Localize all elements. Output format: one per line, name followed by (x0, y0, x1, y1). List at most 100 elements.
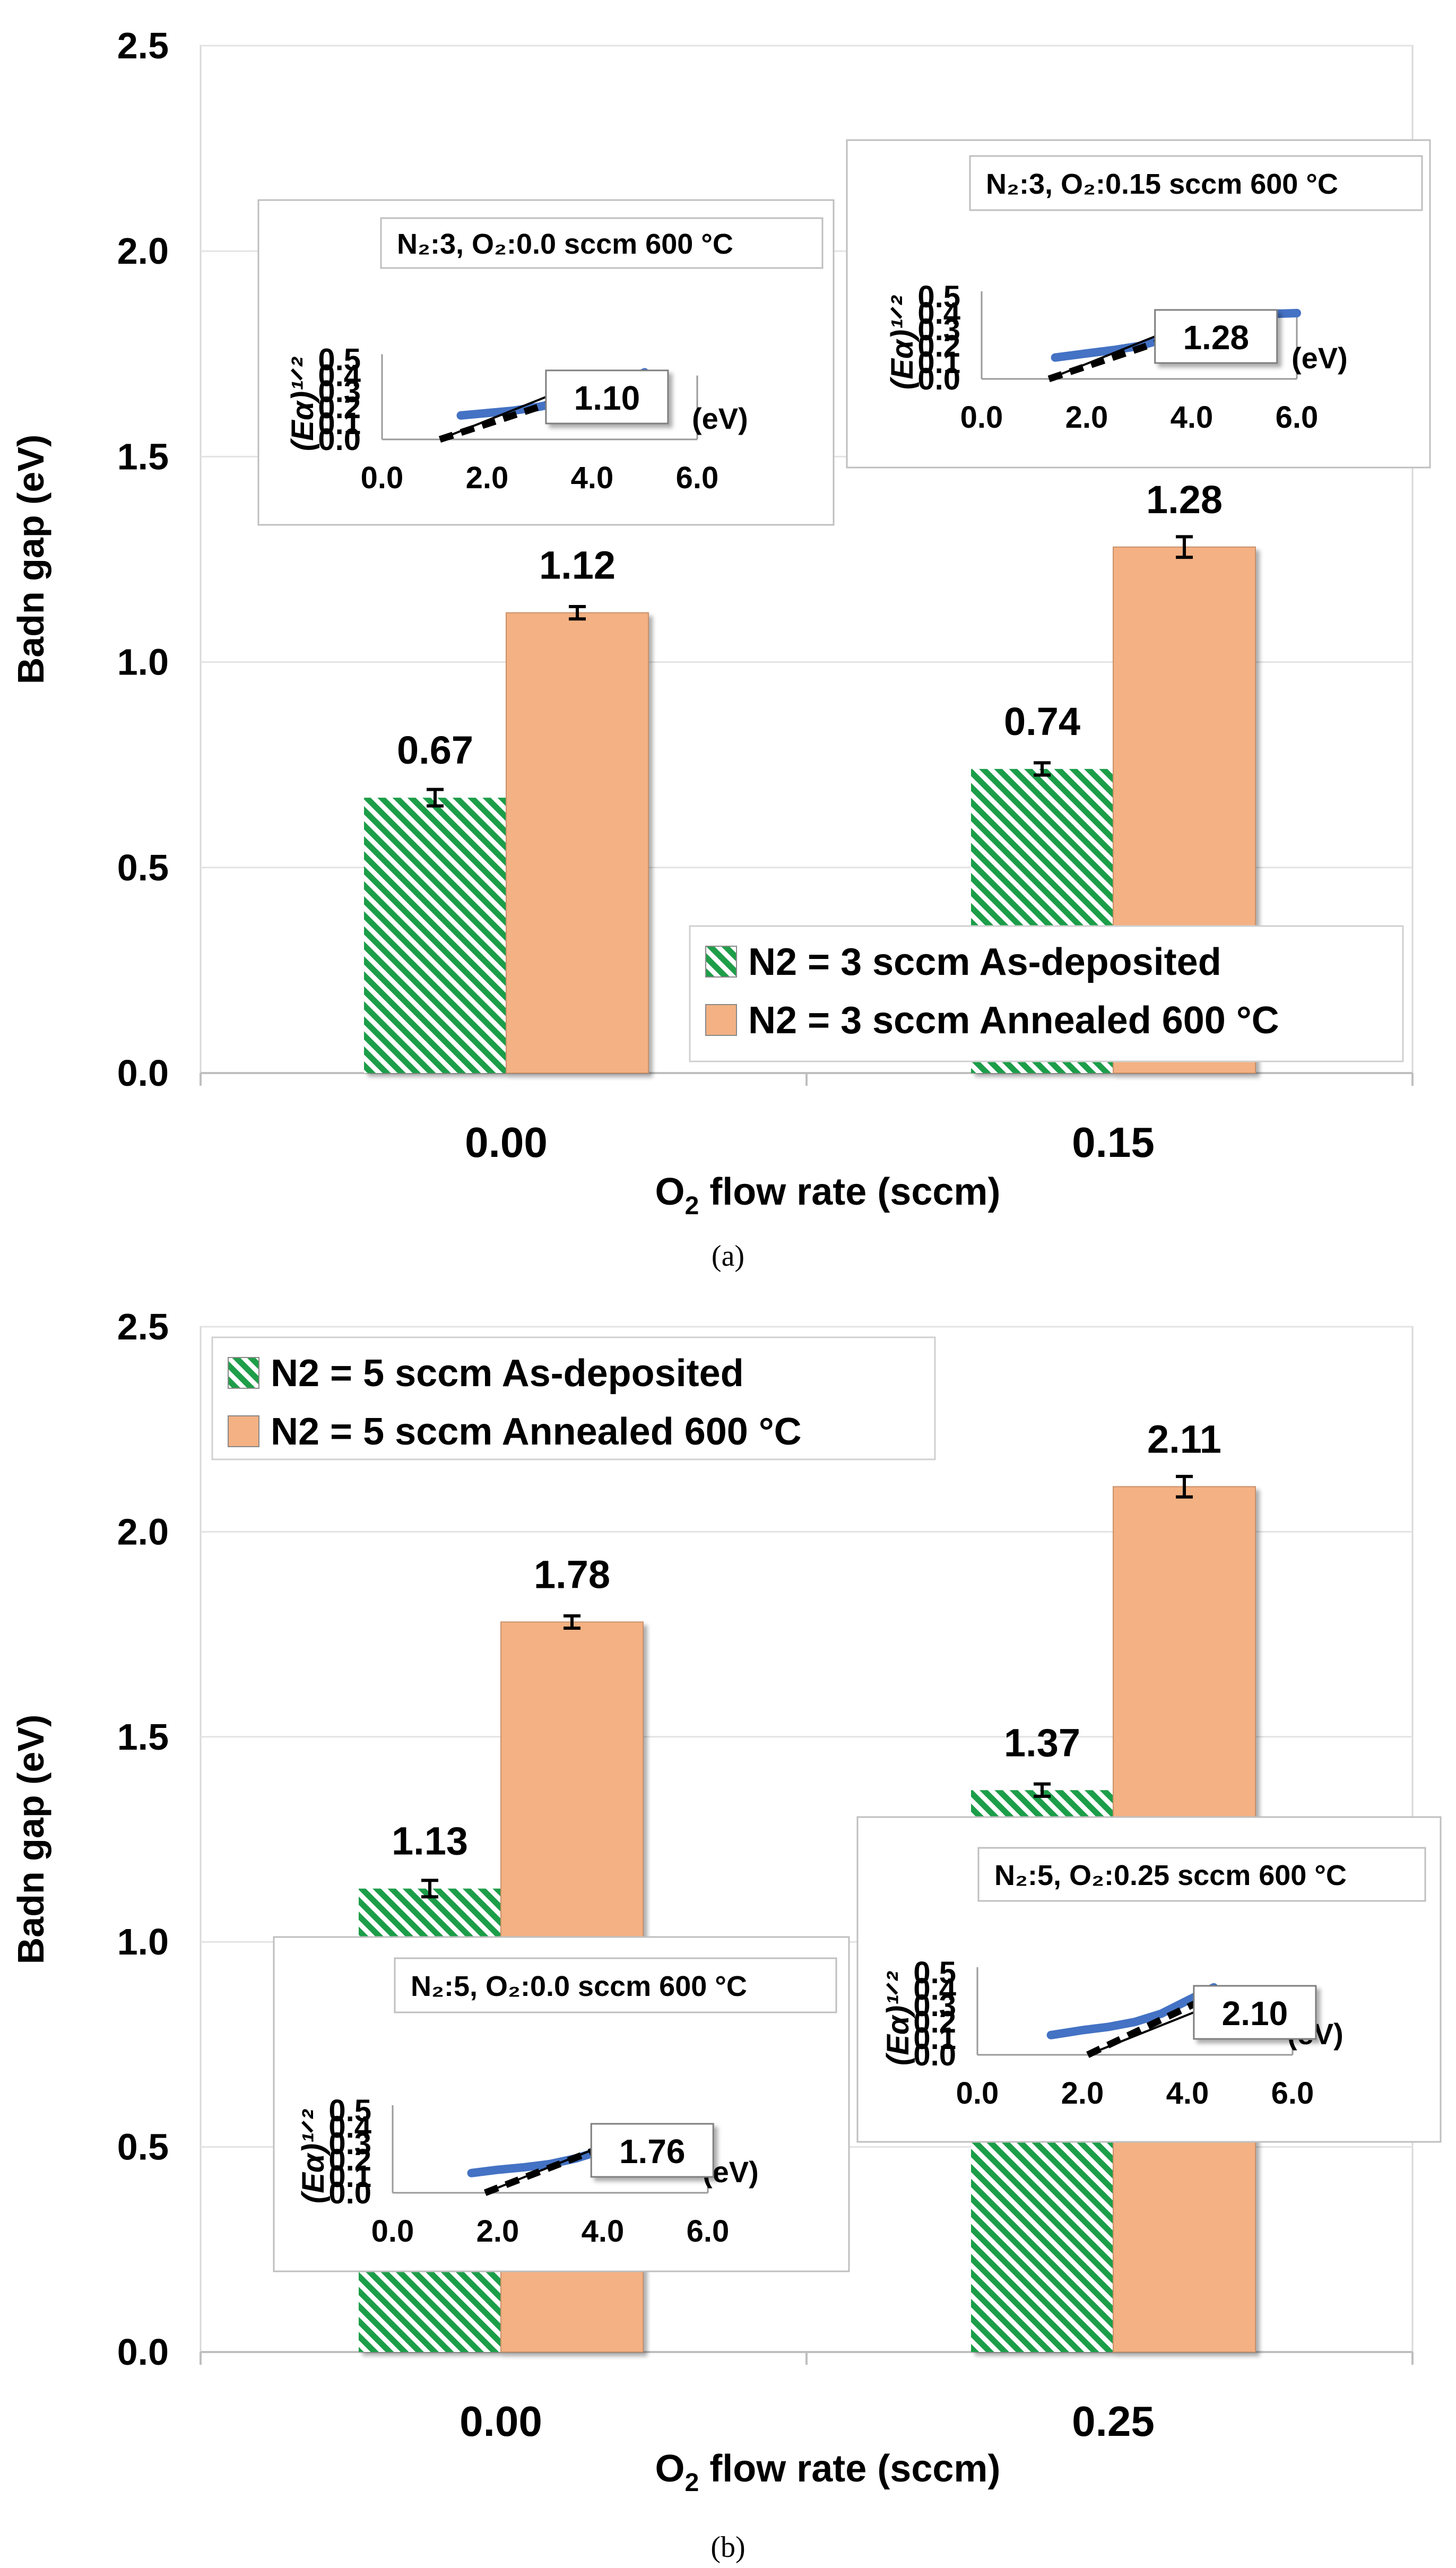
inset-x-tick-label: 4.0 (582, 2214, 625, 2249)
y-tick-label: 0.0 (117, 2331, 169, 2373)
intercept-value: 2.10 (1222, 1994, 1288, 2033)
x-axis-title-rest: flow rate (sccm) (699, 1171, 1000, 1213)
inset-title-box (969, 155, 1423, 211)
inset-y-axis-title: (Eα)¹ᐟ² (885, 295, 920, 390)
intercept-box (590, 2123, 714, 2178)
legend-swatch (705, 946, 737, 978)
legend-box (689, 925, 1404, 1062)
inset-y-axis-title: (Eα)¹ᐟ² (881, 1971, 915, 2065)
inset-x-tick-label: 0.0 (960, 400, 1003, 435)
inset-y-tick-label: 0.1 (318, 407, 361, 441)
data-label: 0.74 (1004, 699, 1080, 743)
inset-y-tick-label: 0.0 (917, 362, 960, 396)
inset-title-box (977, 1847, 1426, 1902)
data-label: 1.28 (1146, 478, 1223, 522)
inset-title: N₂:3, O₂:0.15 sccm 600 °C (986, 168, 1338, 200)
legend-swatch (228, 1415, 259, 1447)
inset-x-tick-label: 0.0 (361, 461, 404, 495)
inset-y-tick-label: 0.2 (917, 329, 960, 364)
legend-box (211, 1336, 936, 1460)
data-label: 1.37 (1004, 1720, 1080, 1765)
y-axis-title: Badn gap (eV) (10, 435, 51, 685)
x-axis-title-main: O (655, 1171, 685, 1213)
legend-swatch (228, 1357, 259, 1389)
inset-y-tick-label: 0.5 (917, 280, 960, 314)
inset-tangent-line (1086, 1999, 1200, 2058)
inset-y-tick-label: 0.3 (318, 375, 361, 409)
legend: N2 = 5 sccm As-deposited N2 = 5 sccm Anne… (211, 1336, 936, 1460)
inset-x-tick-label: 6.0 (1271, 2076, 1314, 2111)
inset-x-tick-label: 4.0 (571, 461, 614, 495)
data-label: 1.78 (534, 1552, 610, 1596)
data-label: 1.13 (392, 1819, 468, 1863)
inset-y-tick-label: 0.5 (913, 1956, 956, 1990)
intercept-value: 1.28 (1183, 318, 1249, 357)
inset-y-axis-title: (Eα)¹ᐟ² (296, 2109, 331, 2203)
intercept-box (1193, 1985, 1317, 2040)
y-axis-title: Badn gap (eV) (10, 1715, 51, 1965)
y-tick-label: 2.5 (117, 25, 169, 66)
intercept-leader (1098, 2011, 1194, 2052)
inset-chart: 0.00.10.20.30.40.5 0.0 2.0 4.0 6.0 (eV) (Eα)¹ᐟ… (846, 139, 1431, 469)
y-tick-label: 2.0 (117, 230, 169, 272)
y-tick-label: 1.5 (117, 436, 169, 477)
y-tick-label: 2.0 (117, 1511, 169, 1552)
legend-entry: N2 = 5 sccm As-deposited (271, 1352, 744, 1395)
x-tick-label: 0.15 (1072, 1119, 1155, 1166)
y-tick-label: 1.0 (117, 1921, 169, 1962)
chart-panel-a: 0.00.51.01.52.02.50.671.120.000.741.280.… (10, 25, 1431, 1220)
x-axis-title-sub: 2 (685, 2469, 699, 2497)
inset-x-tick-label: 2.0 (466, 461, 509, 495)
y-tick-label: 0.5 (117, 2126, 169, 2168)
inset-y-tick-label: 0.1 (917, 345, 960, 380)
y-tick-label: 1.5 (117, 1716, 169, 1758)
legend-swatch (705, 1004, 737, 1036)
inset-x-tick-label: 6.0 (676, 461, 719, 495)
inset-y-tick-label: 0.5 (328, 2094, 371, 2128)
inset-y-tick-label: 0.0 (318, 422, 361, 457)
y-tick-label: 0.5 (117, 847, 169, 888)
inset-y-tick-label: 0.1 (913, 2021, 956, 2056)
inset-title: N₂:3, O₂:0.0 sccm 600 °C (397, 228, 733, 260)
inset-chart: 0.00.10.20.30.40.50.02.04.06.0(eV)(Eα)¹ᐟ… (856, 1816, 1442, 2143)
x-tick-label: 0.25 (1072, 2398, 1155, 2445)
inset-x-tick-label: 6.0 (1276, 400, 1319, 435)
x-axis-title-main: O (655, 2448, 685, 2490)
bar-annealed (506, 612, 649, 1074)
x-tick-label: 0.00 (465, 1119, 548, 1166)
inset-x-tick-label: 0.0 (956, 2076, 999, 2111)
bar-as-deposited (364, 798, 506, 1073)
inset-title-box (394, 1957, 837, 2013)
inset-y-axis-title: (Eα)¹ᐟ² (285, 357, 320, 451)
intercept-box (1154, 309, 1278, 364)
intercept-leader (1059, 335, 1156, 376)
inset-x-tick-label: 2.0 (1065, 400, 1108, 435)
inset-y-tick-label: 0.0 (913, 2038, 956, 2072)
data-label: 2.11 (1147, 1417, 1221, 1461)
inset-x-tick-label: 6.0 (687, 2214, 730, 2249)
inset-x-tick-label: 0.0 (371, 2214, 414, 2249)
legend: N2 = 3 sccm As-deposited N2 = 3 sccm Anne… (689, 925, 1404, 1062)
y-tick-label: 2.5 (117, 1306, 169, 1347)
inset-y-tick-label: 0.3 (917, 313, 960, 347)
x-axis-title-rest: flow rate (sccm) (699, 2448, 1000, 2490)
inset-y-tick-label: 0.1 (328, 2159, 371, 2194)
intercept-value: 1.10 (574, 379, 640, 417)
legend-entry: N2 = 3 sccm As-deposited (748, 941, 1221, 983)
inset-title-box (380, 217, 824, 269)
inset-x-unit: (eV) (1292, 341, 1348, 375)
legend-entry: N2 = 3 sccm Annealed 600 °C (748, 999, 1279, 1042)
inset-y-tick-label: 0.4 (917, 296, 960, 331)
data-label: 1.12 (539, 543, 616, 587)
inset-y-tick-label: 0.2 (318, 391, 361, 425)
x-axis-title-sub: 2 (685, 1192, 699, 1220)
inset-y-tick-label: 0.5 (318, 343, 361, 377)
chart-panel-b: 0.0 0.5 1.0 1.5 2.0 2.5 1.13 1.78 0.00 1.37 2.11 0.… (10, 1306, 1442, 2497)
legend-entry: N2 = 5 sccm Annealed 600 °C (271, 1411, 802, 1453)
inset-absorption-curve (1046, 1983, 1218, 2039)
panel-label-b: (b) (710, 2531, 745, 2564)
inset-x-tick-label: 4.0 (1171, 400, 1214, 435)
